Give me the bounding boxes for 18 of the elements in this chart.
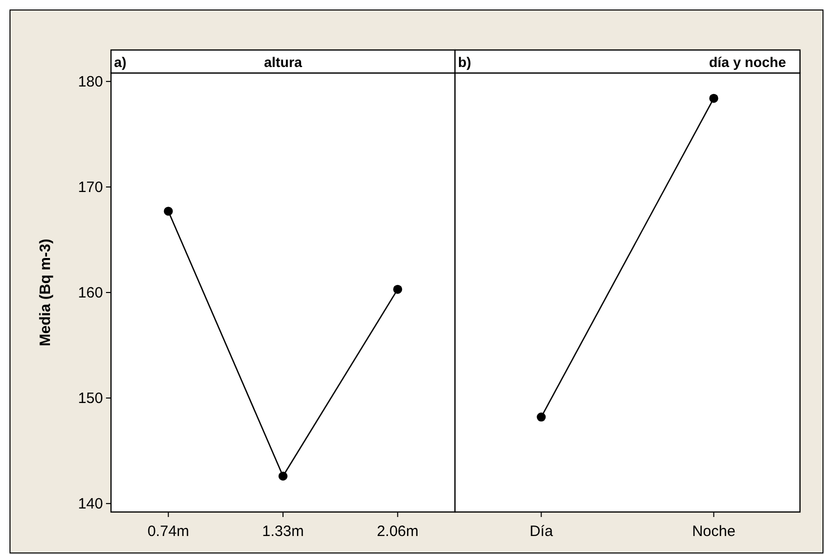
y-tick-label: 170 <box>78 178 103 196</box>
x-tick-label: 2.06m <box>376 523 419 540</box>
text: b) <box>458 54 472 70</box>
x-tick-label: Día <box>530 523 554 540</box>
text: a) <box>114 54 126 70</box>
point <box>278 472 288 481</box>
x-tick-label: Noche <box>692 523 736 540</box>
y-axis-title: Media (Bq m-3) <box>37 238 54 346</box>
x-tick-label: 1.33m <box>262 523 304 540</box>
chart-title: altura <box>264 54 302 70</box>
x-tick-label: 0.74m <box>147 523 190 540</box>
y-tick-label: 150 <box>78 390 103 408</box>
chart-title: día y noche <box>708 54 786 70</box>
y-tick-label: 160 <box>78 284 103 302</box>
point <box>393 284 402 294</box>
y-tick-label: 180 <box>78 73 103 90</box>
point <box>164 206 173 216</box>
y-tick-label: 140 <box>78 496 103 513</box>
